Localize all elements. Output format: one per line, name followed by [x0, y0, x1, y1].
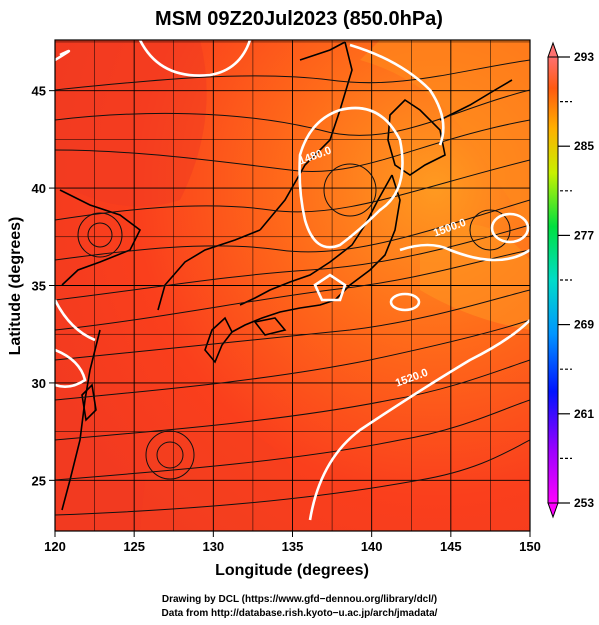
colorbar: 293 285 277 269 261 253	[547, 41, 594, 519]
streamline-vortex-south-inner	[156, 441, 184, 469]
x-tick-label: 145	[440, 539, 462, 554]
contour-1500	[399, 243, 530, 262]
contour-1520	[308, 319, 530, 521]
streamline	[55, 439, 530, 516]
x-tick-label: 150	[519, 539, 541, 554]
x-tick-label: 125	[123, 539, 145, 554]
y-axis-ticks: 25 30 35 40 45	[32, 84, 55, 488]
x-axis-ticks: 120 125 130 135 140 145 150	[44, 531, 541, 554]
cool-region-nw	[55, 40, 207, 207]
grid-lines	[55, 40, 530, 531]
y-axis-label: Latitude (degrees)	[7, 217, 24, 356]
contour-west-2	[55, 299, 96, 342]
x-axis-label: Longitude (degrees)	[215, 562, 369, 579]
streamline-vortex-center	[323, 163, 377, 217]
colorbar-max-arrow	[547, 41, 559, 58]
y-tick-label: 25	[32, 473, 46, 488]
height-contours	[55, 40, 530, 521]
coast-korea-china	[157, 229, 261, 311]
coast-shikoku	[253, 317, 287, 336]
warm-region-ne	[360, 40, 530, 230]
contour-nw	[55, 40, 252, 77]
coast-kyushu	[204, 316, 233, 364]
x-tick-label: 140	[361, 539, 383, 554]
colorbar-tick-label: 293	[574, 50, 594, 64]
x-tick-label: 135	[282, 539, 304, 554]
streamline-vortex-east	[469, 209, 511, 251]
contour-1480	[298, 106, 404, 249]
x-tick-label: 130	[202, 539, 224, 554]
colorbar-body	[547, 56, 559, 504]
warm-region-e	[420, 224, 530, 330]
colorbar-min-arrow	[547, 502, 559, 519]
streamline	[55, 224, 530, 301]
chart-title: MSM 09Z20Jul2023 (850.0hPa)	[155, 8, 443, 30]
y-tick-label: 45	[32, 84, 46, 99]
colorbar-tick-label: 285	[574, 139, 594, 153]
contour-west	[55, 348, 87, 388]
streamline	[55, 199, 530, 261]
colorbar-tick-label: 277	[574, 228, 594, 242]
coast-taiwan	[81, 383, 97, 422]
coast-china-se	[61, 329, 101, 511]
colorbar-tick-label: 269	[574, 318, 594, 332]
streamlines	[55, 59, 530, 516]
streamline	[55, 159, 530, 221]
credit-data: Data from http://database.rish.kyoto−u.a…	[161, 608, 438, 619]
coast-hokkaido	[387, 98, 446, 176]
contour-closed-small	[389, 292, 421, 312]
streamline	[55, 399, 530, 481]
y-tick-label: 40	[32, 181, 46, 196]
streamline	[55, 249, 530, 331]
coast-mainland-ne	[259, 41, 353, 231]
streamline	[55, 289, 530, 361]
streamline	[55, 89, 530, 136]
coast-honshu-north	[239, 174, 393, 306]
contour-closed-east	[490, 212, 530, 244]
contour-ne	[349, 43, 445, 146]
streamline	[55, 359, 530, 441]
colorbar-tick-label: 253	[574, 496, 594, 510]
streamline	[55, 59, 530, 91]
cool-region-s	[140, 421, 300, 531]
y-tick-label: 35	[32, 279, 46, 294]
streamline-vortex-south	[145, 430, 195, 480]
contour-closed-japan	[313, 273, 347, 302]
colorbar-tick-label: 261	[574, 407, 594, 421]
coast-kuril	[439, 79, 513, 121]
streamline-vortex-west-inner	[87, 222, 113, 248]
colorbar-ticks: 293 285 277 269 261 253	[558, 50, 594, 510]
streamline-vortex-west	[77, 212, 123, 258]
streamline	[55, 319, 530, 401]
coast-bohai	[59, 189, 142, 286]
y-tick-label: 30	[32, 376, 46, 391]
x-tick-label: 120	[44, 539, 66, 554]
credit-drawing: Drawing by DCL (https://www.gfd−dennou.o…	[161, 594, 438, 605]
